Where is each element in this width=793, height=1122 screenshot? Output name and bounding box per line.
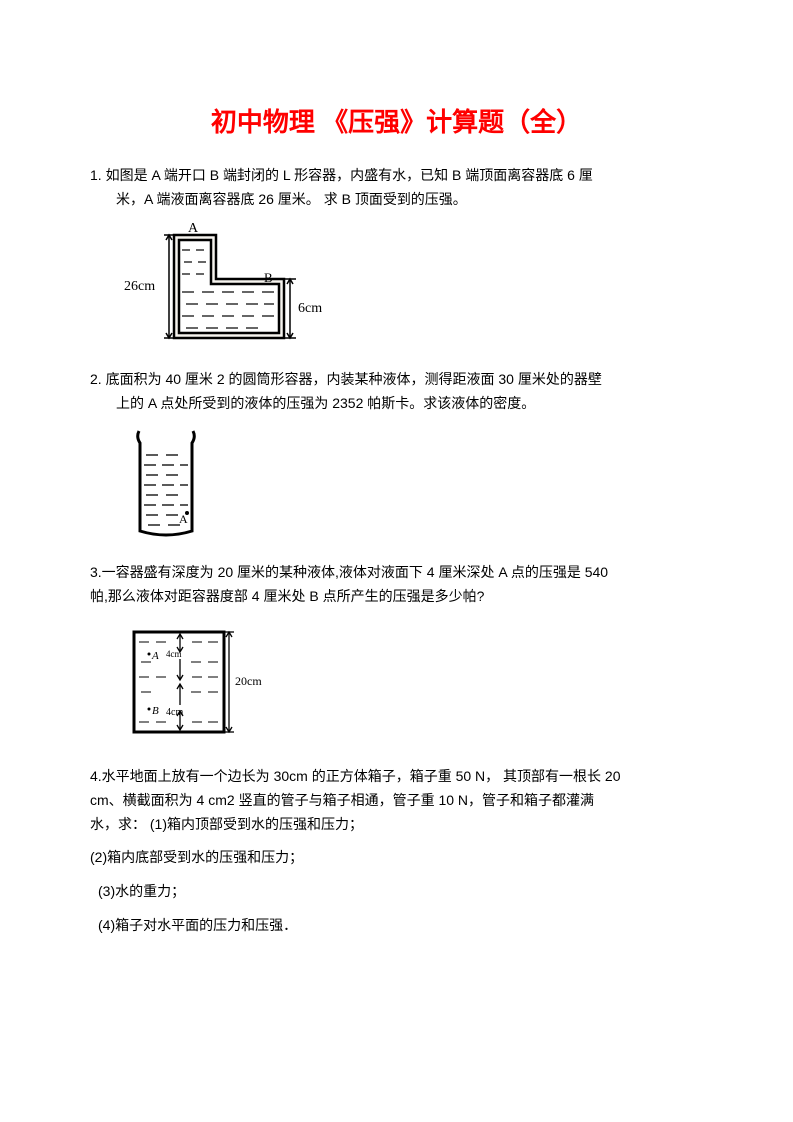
problem-1: 1. 如图是 A 端开口 B 端封闭的 L 形容器，内盛有水，已知 B 端顶面离… — [90, 164, 703, 350]
figure3-label-a: A — [151, 650, 159, 662]
figure1-label-b: B — [264, 270, 273, 285]
problem-4-line1: 4.水平地面上放有一个边长为 30cm 的正方体箱子，箱子重 50 N， 其顶部… — [90, 765, 703, 789]
problem-1-line2: 米，A 端液面离容器底 26 厘米。 求 B 顶面受到的压强。 — [90, 188, 703, 212]
problem-2-number: 2. — [90, 371, 102, 387]
problem-1-line1: 如图是 A 端开口 B 端封闭的 L 形容器，内盛有水，已知 B 端顶面离容器底… — [106, 167, 593, 183]
problem-3-line2: 帕,那么液体对距容器度部 4 厘米处 B 点所产生的压强是多少帕? — [90, 585, 703, 609]
problem-4-q3: (3)水的重力； — [90, 880, 703, 904]
problem-3-line1: 3.一容器盛有深度为 20 厘米的某种液体,液体对液面下 4 厘米深处 A 点的… — [90, 561, 703, 585]
figure2-label-a: A — [179, 512, 188, 526]
page-title: 初中物理 《压强》计算题（全） — [90, 100, 703, 144]
problem-4-q2: (2)箱内底部受到水的压强和压力； — [90, 846, 703, 870]
figure3-label-20cm: 20cm — [235, 674, 262, 688]
problem-2: 2. 底面积为 40 厘米 2 的圆筒形容器，内装某种液体，测得距液面 30 厘… — [90, 368, 703, 544]
problem-3-figure: A 4cm B 4cm — [116, 617, 703, 747]
figure3-label-b: B — [152, 705, 159, 717]
problem-1-figure: A B 26cm — [116, 220, 703, 350]
problem-4-q4: (4)箱子对水平面的压力和压强． — [90, 914, 703, 938]
problem-1-number: 1. — [90, 167, 102, 183]
problem-2-line1: 底面积为 40 厘米 2 的圆筒形容器，内装某种液体，测得距液面 30 厘米处的… — [106, 371, 602, 387]
problem-2-figure: A — [116, 423, 703, 543]
problem-4-line3: 水，求： (1)箱内顶部受到水的压强和压力； — [90, 813, 703, 837]
problem-4: 4.水平地面上放有一个边长为 30cm 的正方体箱子，箱子重 50 N， 其顶部… — [90, 765, 703, 938]
problem-2-text: 2. 底面积为 40 厘米 2 的圆筒形容器，内装某种液体，测得距液面 30 厘… — [90, 368, 703, 392]
figure1-label-26cm: 26cm — [124, 279, 155, 294]
problem-1-text: 1. 如图是 A 端开口 B 端封闭的 L 形容器，内盛有水，已知 B 端顶面离… — [90, 164, 703, 188]
problem-2-line2: 上的 A 点处所受到的液体的压强为 2352 帕斯卡。求该液体的密度。 — [90, 392, 703, 416]
problem-4-line2: cm、横截面积为 4 cm2 竖直的管子与箱子相通，管子重 10 N，管子和箱子… — [90, 789, 703, 813]
problem-3: 3.一容器盛有深度为 20 厘米的某种液体,液体对液面下 4 厘米深处 A 点的… — [90, 561, 703, 747]
figure1-label-6cm: 6cm — [298, 301, 322, 316]
